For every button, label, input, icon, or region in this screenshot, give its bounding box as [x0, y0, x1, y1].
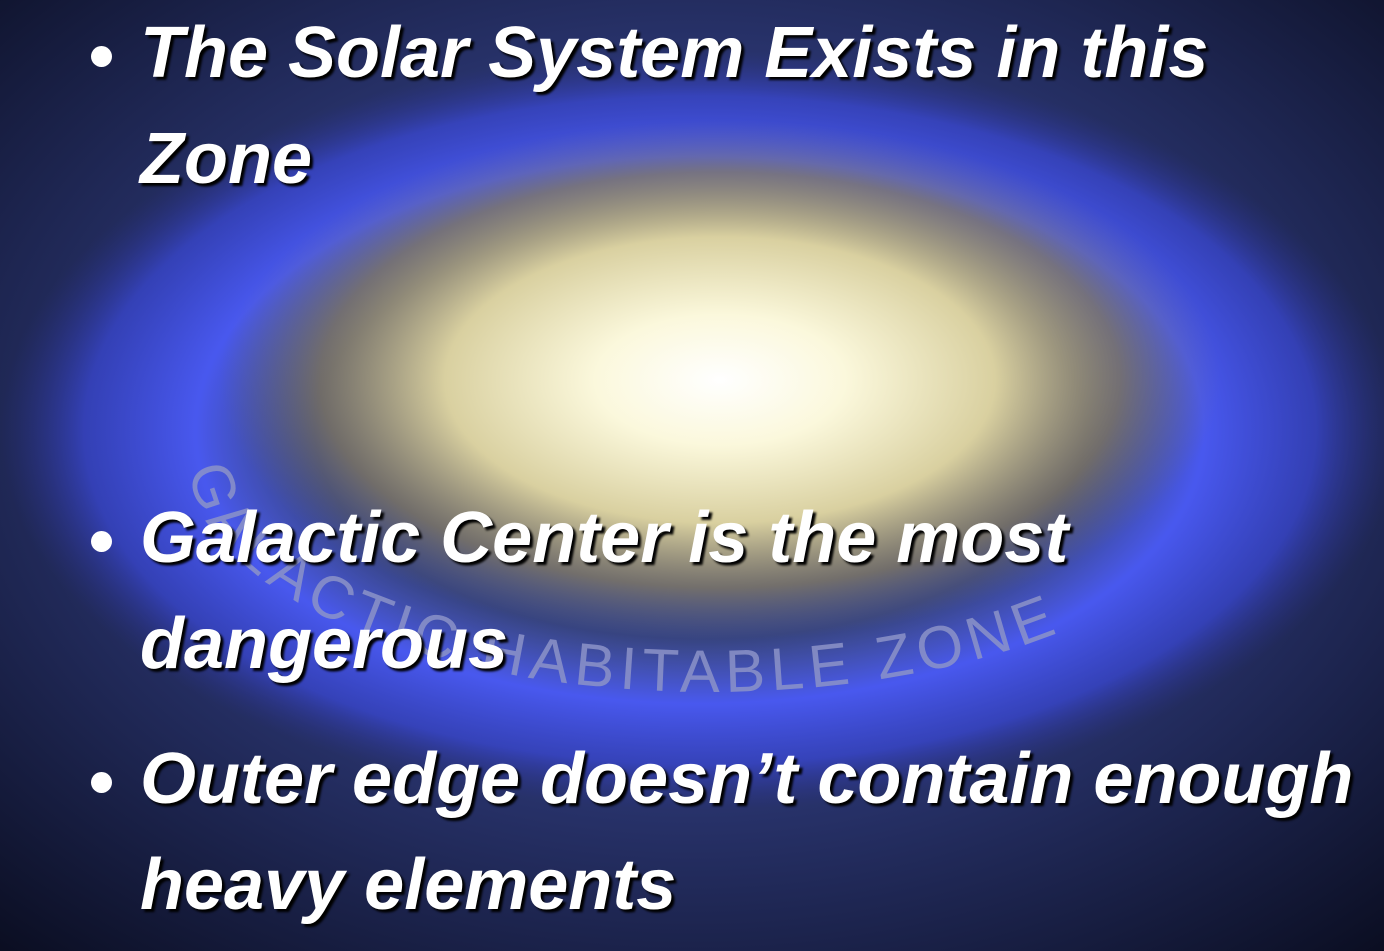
- bullet: Outer edge doesn’t contain enough heavy …: [140, 726, 1384, 938]
- slide: GALACTIC HABITABLE ZONE The Solar System…: [0, 0, 1384, 951]
- bullet-list: The Solar System Exists in this Zone: [0, 0, 1384, 212]
- bullet-list: Outer edge doesn’t contain enough heavy …: [0, 726, 1384, 938]
- bullet-list: Galactic Center is the most dangerous: [0, 485, 1384, 697]
- bullet: Galactic Center is the most dangerous: [140, 485, 1384, 697]
- bullet: The Solar System Exists in this Zone: [140, 0, 1384, 212]
